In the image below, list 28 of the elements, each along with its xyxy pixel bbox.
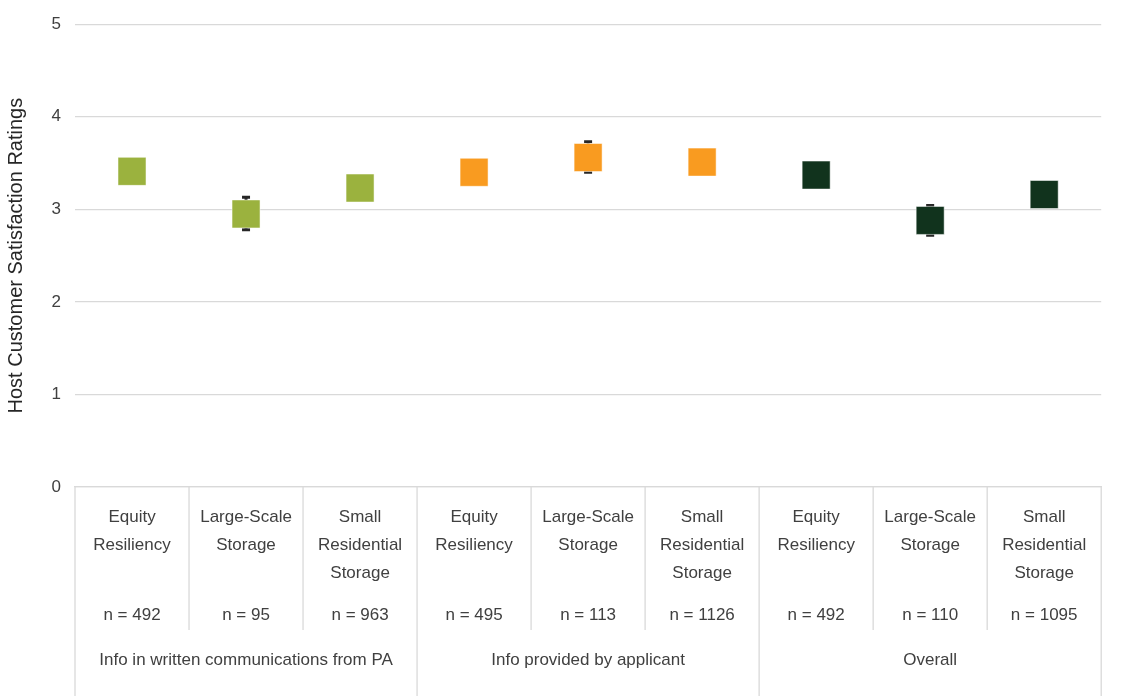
point	[801, 160, 831, 190]
text: Info provided by applicant	[491, 649, 686, 669]
text: Info in written communications from PA	[99, 649, 394, 669]
category-label: Equity Resiliency n = 492	[93, 506, 171, 624]
category-label: Small Residential Storage n = 963	[318, 506, 403, 624]
point	[231, 199, 261, 229]
point	[915, 205, 945, 235]
category-label: Large-Scale Storage n = 113	[542, 506, 634, 624]
category-label: Equity Resiliency n = 495	[435, 506, 513, 624]
category-label: Large-Scale Storage n = 110	[884, 506, 976, 624]
y-tick-label: 3	[51, 199, 61, 219]
category-label: Equity Resiliency n = 492	[777, 506, 855, 624]
y-tick-label: 2	[51, 291, 61, 311]
point	[1029, 180, 1059, 210]
point	[459, 157, 489, 187]
y-axis-title: Host Customer Satisfaction Ratings	[3, 97, 26, 414]
text: Overall	[903, 649, 958, 669]
y-tick-label: 5	[51, 13, 61, 33]
y-tick-label: 0	[51, 476, 61, 496]
category-label: Large-Scale Storage n = 95	[200, 506, 292, 624]
y-tick-label: 1	[51, 384, 61, 404]
point	[117, 156, 147, 186]
point	[345, 173, 375, 203]
y-tick-label: 4	[51, 106, 61, 126]
category-label: Small Residential Storage n = 1126	[660, 506, 745, 624]
point	[687, 147, 717, 177]
category-label: Small Residential Storage n = 1095	[1002, 506, 1087, 624]
point	[573, 142, 603, 172]
